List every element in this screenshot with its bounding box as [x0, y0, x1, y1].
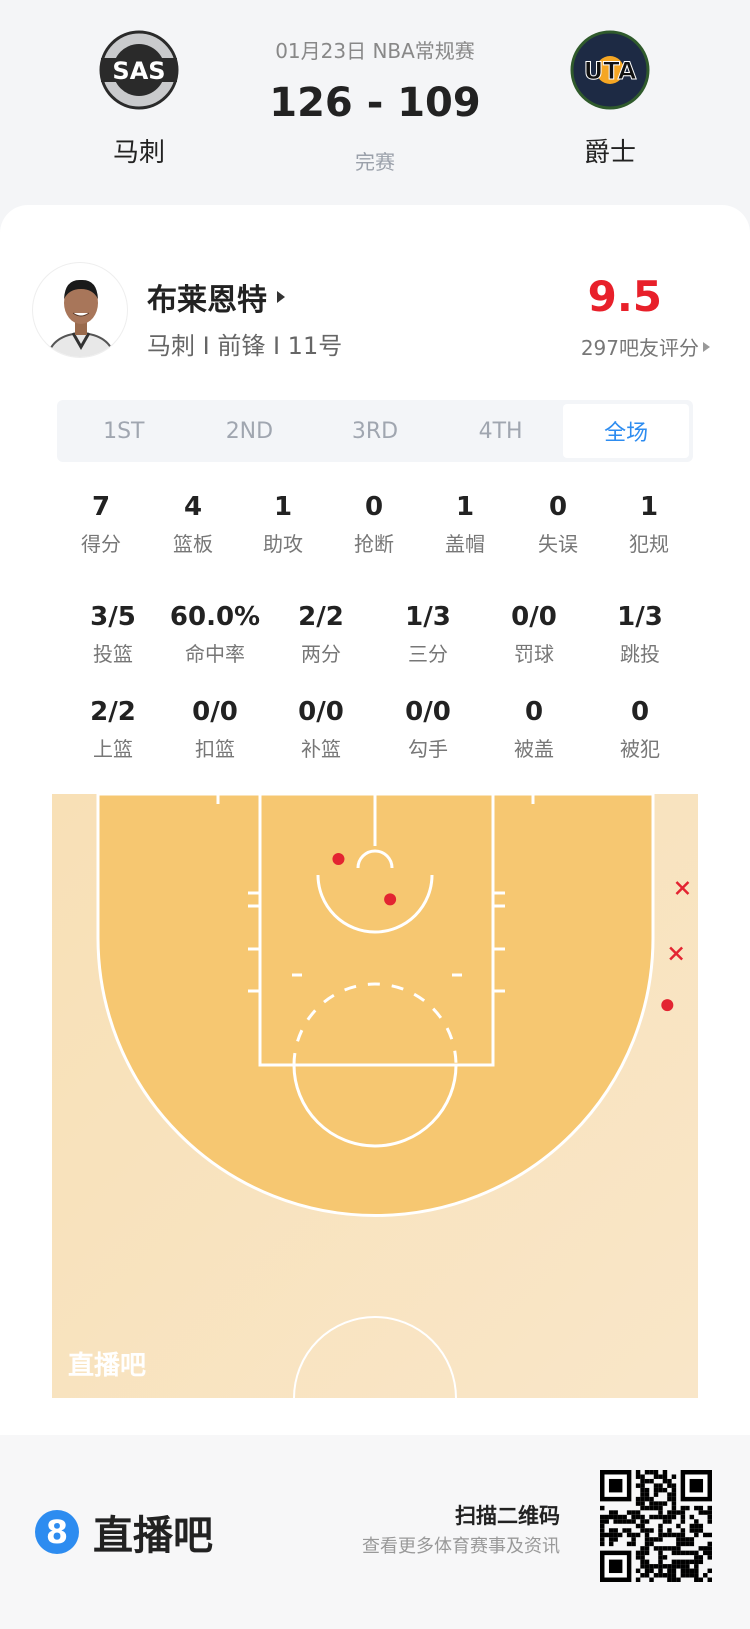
stat-value: 0 — [524, 697, 544, 727]
stat-label: 跳投 — [620, 642, 660, 666]
stat-item: 1 犯规 — [594, 492, 704, 557]
shot-missed-mark — [669, 946, 684, 961]
stat-value: 0/0 — [511, 602, 557, 632]
stat-label: 命中率 — [185, 642, 245, 666]
three-point-area — [96, 794, 655, 1217]
rating-label: 297吧友评分 — [580, 336, 699, 360]
shot-made-mark — [332, 853, 345, 865]
tab-3rd[interactable]: 3RD — [351, 418, 399, 444]
tab-full-game[interactable]: 全场 — [563, 404, 689, 458]
stat-item: 0 被犯 — [585, 697, 695, 762]
stat-label: 三分 — [408, 642, 448, 666]
stat-value: 1 — [639, 492, 659, 522]
stat-value: 0/0 — [192, 697, 238, 727]
tab-2nd[interactable]: 2ND — [225, 418, 274, 444]
stat-value: 7 — [91, 492, 111, 522]
away-team[interactable]: UTA 爵士 — [530, 30, 690, 169]
stat-item: 7 得分 — [46, 492, 156, 557]
stat-label: 补篮 — [301, 737, 341, 761]
brand-name: 直播吧 — [93, 1513, 213, 1559]
stat-item: 4 篮板 — [138, 492, 248, 557]
game-status: 完赛 — [355, 150, 395, 174]
stat-value: 2/2 — [298, 602, 344, 632]
player-rating: 9.5 — [587, 272, 662, 321]
scan-title: 扫描二维码 — [455, 1504, 560, 1528]
caret-right-icon — [277, 291, 285, 303]
stat-item: 3/5 投篮 — [58, 602, 168, 667]
stat-label: 失误 — [538, 532, 578, 556]
stat-value: 1 — [273, 492, 293, 522]
stat-label: 篮板 — [173, 532, 213, 556]
shot-made-mark — [661, 999, 674, 1012]
stat-item: 0/0 补篮 — [266, 697, 376, 762]
stat-label: 扣篮 — [195, 737, 235, 761]
stat-label: 罚球 — [514, 642, 554, 666]
stat-item: 0/0 罚球 — [479, 602, 589, 667]
home-team[interactable]: SAS 马刺 — [59, 30, 219, 169]
stat-item: 1/3 三分 — [373, 602, 483, 667]
rating-link[interactable]: 297吧友评分 — [581, 332, 710, 361]
brand-logo: 8 直播吧 — [35, 1503, 213, 1561]
stat-value: 1/3 — [405, 602, 451, 632]
stat-label: 犯规 — [629, 532, 669, 556]
stat-label: 抢断 — [354, 532, 394, 556]
stat-item: 0/0 勾手 — [373, 697, 483, 762]
stat-item: 1 助攻 — [228, 492, 338, 557]
stat-item: 60.0% 命中率 — [160, 602, 270, 667]
stat-label: 被盖 — [514, 737, 554, 761]
scan-subtitle: 查看更多体育赛事及资讯 — [362, 1536, 560, 1557]
stat-value: 0 — [364, 492, 384, 522]
tab-1st[interactable]: 1ST — [103, 418, 145, 444]
stat-value: 0/0 — [298, 697, 344, 727]
stat-label: 投篮 — [93, 642, 133, 666]
stat-value: 1 — [455, 492, 475, 522]
stat-value: 2/2 — [90, 697, 136, 727]
stat-value: 3/5 — [90, 602, 136, 632]
shot-made-mark — [384, 893, 397, 906]
stat-label: 勾手 — [408, 737, 448, 761]
stat-label: 助攻 — [263, 532, 303, 556]
player-name: 布莱恩特 — [147, 283, 267, 318]
stat-label: 得分 — [81, 532, 121, 556]
stat-value: 0 — [548, 492, 568, 522]
stat-label: 上篮 — [93, 737, 133, 761]
stat-item: 0/0 扣篮 — [160, 697, 270, 762]
court-lines — [216, 794, 535, 1398]
stat-value: 0/0 — [405, 697, 451, 727]
stat-item: 0 被盖 — [479, 697, 589, 762]
player-avatar[interactable] — [32, 262, 128, 358]
away-team-name: 爵士 — [583, 138, 636, 168]
stat-label: 两分 — [301, 642, 341, 666]
player-info: 马刺 I 前锋 I 11号 — [147, 332, 343, 360]
stat-label: 被犯 — [620, 737, 660, 761]
stat-value: 4 — [183, 492, 203, 522]
game-score: 126 - 109 — [269, 80, 481, 126]
qr-code[interactable] — [600, 1470, 712, 1582]
home-team-name: 马刺 — [112, 138, 165, 168]
stat-value: 60.0% — [169, 602, 261, 632]
stat-item: 2/2 上篮 — [58, 697, 168, 762]
stat-item: 0 失误 — [503, 492, 613, 557]
home-abbr: SAS — [112, 57, 165, 85]
home-team-logo: SAS — [99, 30, 179, 110]
tab-4th[interactable]: 4TH — [478, 418, 523, 444]
stat-label: 盖帽 — [445, 532, 485, 556]
away-abbr: UTA — [584, 57, 637, 85]
away-team-logo: UTA — [570, 30, 650, 110]
stat-item: 2/2 两分 — [266, 602, 376, 667]
stat-value: 1/3 — [617, 602, 663, 632]
game-date-league: 01月23日 NBA常规赛 — [275, 39, 475, 63]
period-tabs: 1ST 2ND 3RD 4TH 全场 — [57, 400, 693, 462]
paint — [258, 794, 495, 1067]
stat-item: 0 抢断 — [319, 492, 429, 557]
stat-item: 1 盖帽 — [410, 492, 520, 557]
brand-badge-icon: 8 — [35, 1510, 79, 1554]
player-name-link[interactable]: 布莱恩特 — [147, 275, 285, 319]
stat-item: 1/3 跳投 — [585, 602, 695, 667]
caret-right-icon — [703, 341, 710, 352]
stat-value: 0 — [630, 697, 650, 727]
court-watermark: 直播吧 — [68, 1351, 146, 1381]
shot-chart: 直播吧 — [52, 794, 698, 1398]
shot-missed-mark — [675, 881, 690, 895]
